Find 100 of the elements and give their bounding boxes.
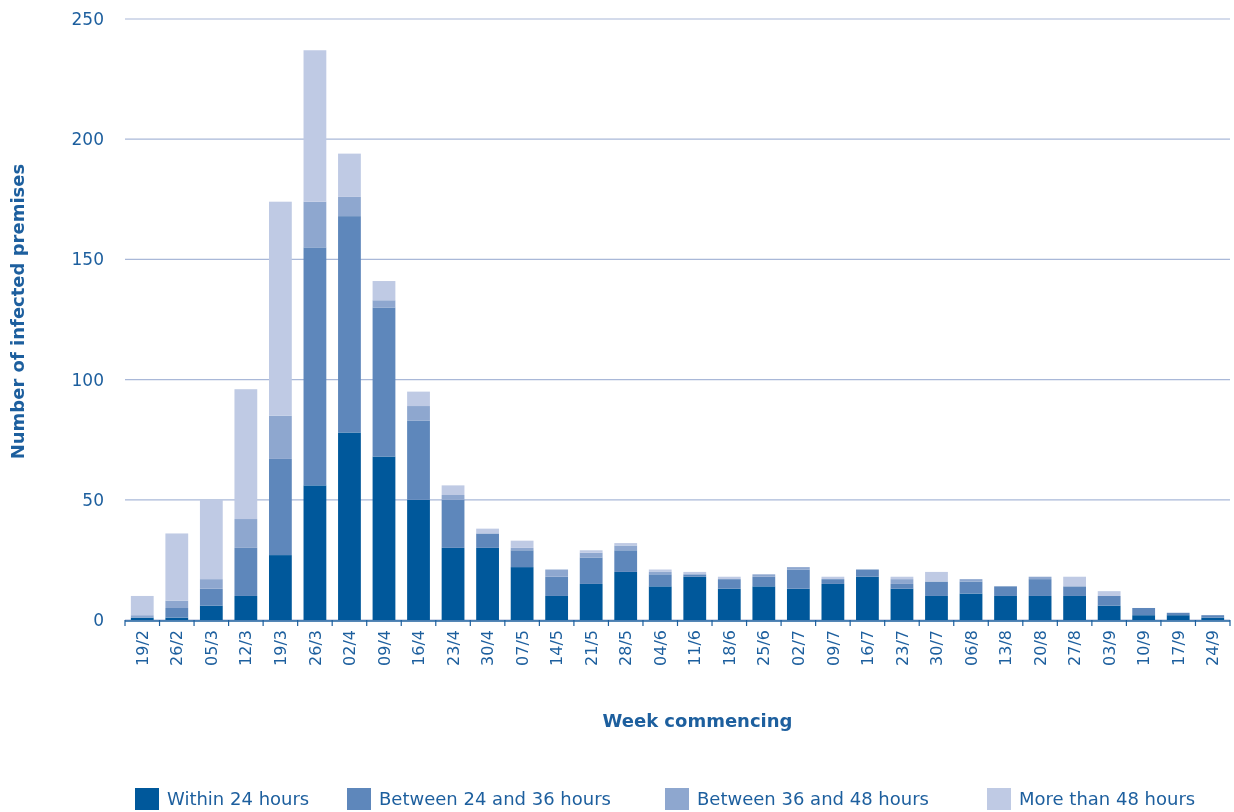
- bar: [752, 576, 776, 587]
- x-tick-label: 20/8: [1030, 630, 1050, 666]
- bar: [545, 576, 569, 596]
- bar: [959, 581, 983, 594]
- bar: [372, 300, 396, 308]
- bar: [925, 571, 948, 582]
- bar: [579, 557, 603, 584]
- y-tick-label: 200: [71, 129, 104, 150]
- x-tick-label: 19/3: [270, 630, 290, 666]
- legend-label: More than 48 hours: [1019, 788, 1196, 810]
- bar: [821, 583, 845, 620]
- bar: [234, 519, 258, 548]
- x-tick-label: 17/9: [1168, 630, 1188, 666]
- x-tick-label: 25/6: [754, 630, 774, 666]
- bar: [338, 216, 361, 433]
- bar: [510, 550, 534, 568]
- legend-label: Within 24 hours: [167, 788, 310, 810]
- x-tick-label: 07/5: [512, 630, 532, 666]
- bar: [199, 588, 223, 606]
- y-tick-label: 50: [82, 489, 104, 510]
- bar: [338, 196, 361, 217]
- bar: [1028, 579, 1052, 596]
- bar: [959, 593, 983, 620]
- x-tick-label: 19/2: [132, 630, 152, 666]
- bar: [994, 586, 1017, 596]
- bar: [407, 406, 430, 421]
- x-tick-label: 04/6: [650, 630, 670, 666]
- bar: [1063, 595, 1086, 620]
- bar: [234, 389, 258, 520]
- bar: [545, 595, 569, 620]
- x-tick-label: 30/4: [478, 630, 498, 666]
- x-axis-title: Week commencing: [602, 710, 793, 731]
- bar: [476, 547, 499, 620]
- bar: [441, 494, 465, 500]
- bar: [303, 201, 327, 248]
- bar: [199, 579, 223, 589]
- x-tick-label: 16/4: [409, 630, 429, 666]
- bar: [925, 595, 948, 620]
- legend-label: Between 24 and 36 hours: [379, 788, 611, 810]
- bar: [579, 550, 603, 553]
- bar: [269, 201, 292, 416]
- y-tick-label: 250: [71, 8, 104, 29]
- bar: [269, 555, 292, 620]
- legend-label: Between 36 and 48 hours: [697, 788, 929, 810]
- bar: [717, 588, 741, 620]
- bar: [130, 595, 154, 616]
- bar: [717, 579, 741, 589]
- bar: [1132, 607, 1156, 616]
- bar: [856, 576, 879, 620]
- x-tick-label: 26/3: [305, 630, 325, 666]
- bar: [372, 307, 396, 457]
- x-tick-label: 28/5: [616, 630, 636, 666]
- x-tick-label: 30/7: [927, 630, 947, 666]
- x-tick-label: 23/4: [443, 630, 463, 666]
- bar: [441, 547, 465, 620]
- bar: [890, 588, 914, 620]
- bar: [925, 581, 948, 596]
- bar: [1097, 605, 1121, 620]
- x-tick-label: 14/5: [547, 630, 567, 666]
- x-tick-label: 09/7: [823, 630, 843, 666]
- bar: [614, 550, 638, 572]
- x-tick-label: 23/7: [892, 630, 912, 666]
- bar: [786, 569, 810, 589]
- bar: [372, 456, 396, 620]
- bar: [510, 540, 534, 548]
- bar: [1063, 576, 1086, 587]
- bar: [752, 586, 776, 620]
- x-tick-label: 06/8: [961, 630, 981, 666]
- x-tick-label: 05/3: [201, 630, 221, 666]
- bar: [821, 579, 845, 584]
- bar: [407, 420, 430, 500]
- bar: [165, 533, 189, 601]
- bar: [338, 153, 361, 197]
- bar: [994, 595, 1017, 620]
- bar: [199, 605, 223, 620]
- bar: [510, 567, 534, 620]
- x-tick-label: 11/6: [685, 630, 705, 666]
- bar: [786, 567, 810, 570]
- x-tick-label: 21/5: [581, 630, 601, 666]
- x-tick-label: 26/2: [167, 630, 187, 666]
- bar: [269, 415, 292, 459]
- bar: [648, 586, 672, 620]
- bar: [614, 571, 638, 620]
- y-tick-label: 150: [71, 249, 104, 270]
- bar: [1097, 591, 1121, 596]
- bar: [959, 579, 983, 582]
- x-tick-label: 27/8: [1065, 630, 1085, 666]
- x-tick-label: 24/9: [1203, 630, 1223, 666]
- x-tick-label: 02/4: [340, 630, 360, 666]
- bar: [1097, 595, 1121, 606]
- y-tick-label: 0: [93, 609, 104, 630]
- x-tick-label: 16/7: [858, 630, 878, 666]
- bar: [786, 588, 810, 620]
- bar: [165, 600, 189, 608]
- bar: [234, 595, 258, 620]
- bar: [407, 499, 430, 620]
- x-tick-label: 13/8: [996, 630, 1016, 666]
- bar: [614, 545, 638, 551]
- bar: [1063, 586, 1086, 596]
- bar: [856, 569, 879, 577]
